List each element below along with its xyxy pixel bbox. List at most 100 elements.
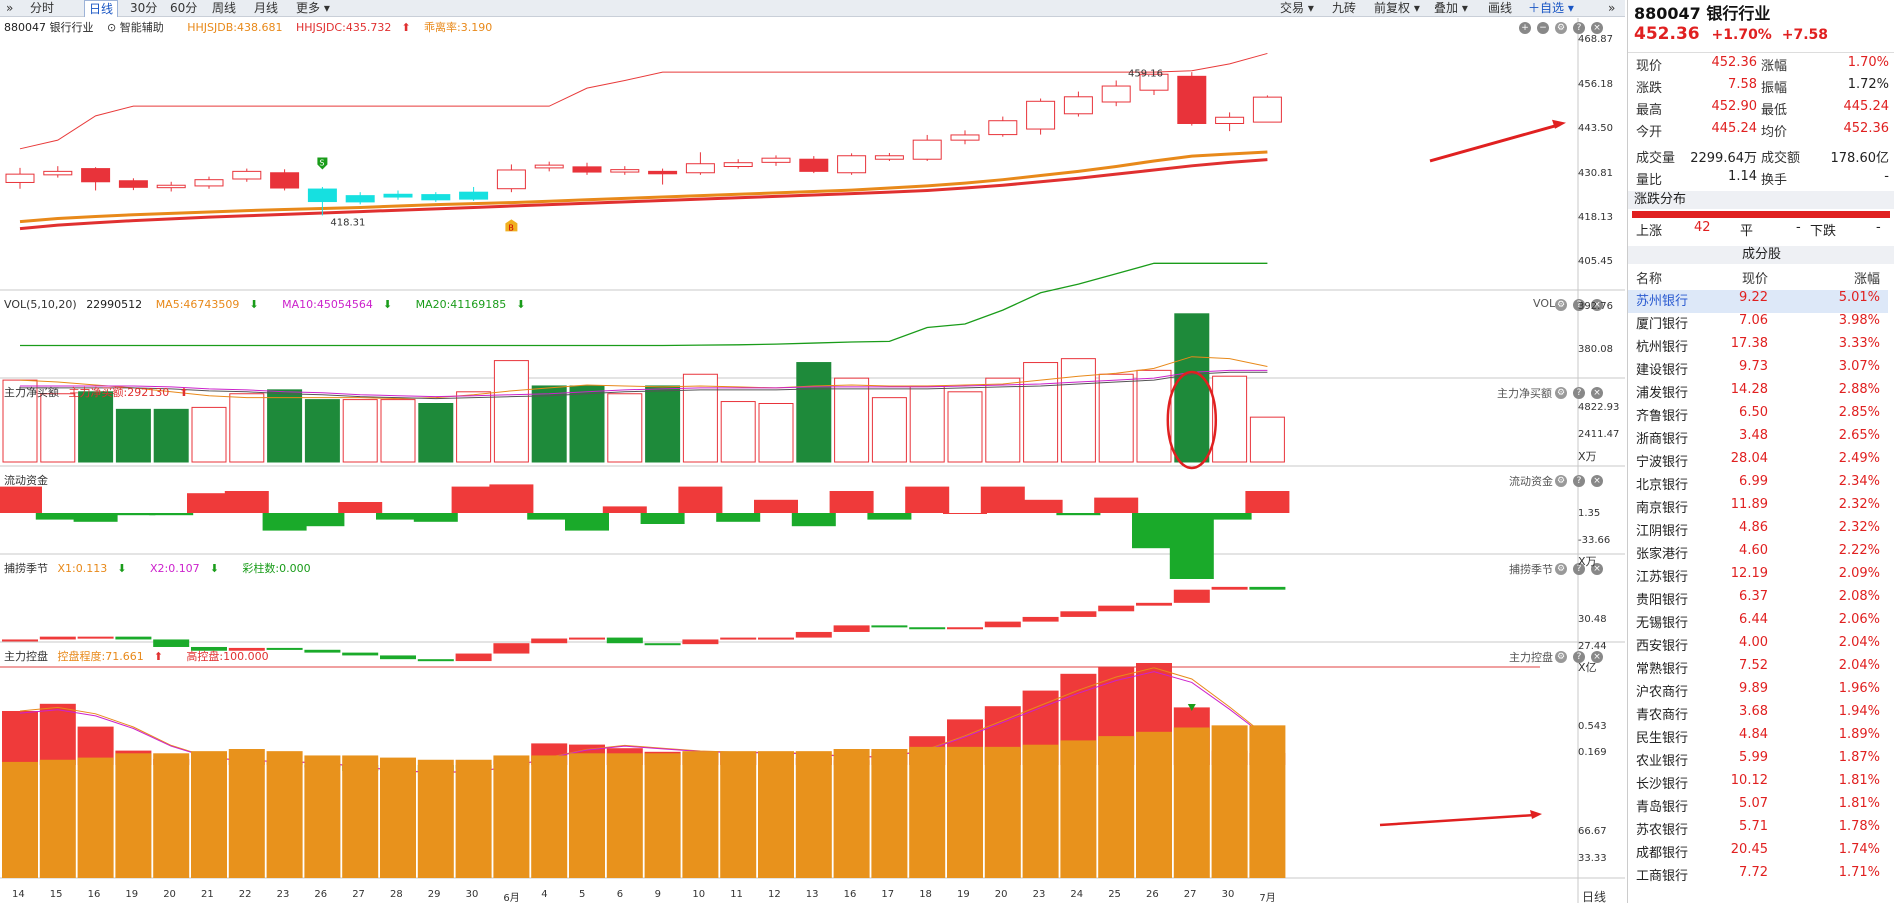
stock-row[interactable]: 江阴银行 4.86 2.32%	[1628, 520, 1888, 543]
stock-price: 9.22	[1739, 290, 1768, 305]
control-close-icon[interactable]: ×	[1591, 651, 1603, 663]
stock-row[interactable]: 农业银行 5.99 1.87%	[1628, 750, 1888, 773]
stock-row[interactable]: 厦门银行 7.06 3.98%	[1628, 313, 1888, 336]
quote-label: 成交额	[1761, 151, 1801, 166]
stock-row[interactable]: 长沙银行 10.12 1.81%	[1628, 773, 1888, 796]
tab-monthly[interactable]: 月线	[254, 1, 279, 15]
menu-adjust[interactable]: 前复权 ▾	[1374, 1, 1420, 15]
quote-label: 量比	[1636, 173, 1663, 188]
x-axis-label: 23	[1032, 889, 1046, 900]
stock-name: 江阴银行	[1636, 524, 1689, 539]
tab-more-label: 更多	[296, 1, 321, 15]
control-bar	[947, 746, 983, 878]
flow-help-icon[interactable]: ?	[1573, 475, 1585, 487]
tab-30min[interactable]: 30分	[130, 1, 158, 15]
stock-row[interactable]: 浙商银行 3.48 2.65%	[1628, 428, 1888, 451]
stock-row[interactable]: 沪农商行 9.89 1.96%	[1628, 681, 1888, 704]
stock-row[interactable]: 成都银行 20.45 1.74%	[1628, 842, 1888, 865]
menu-jiuzhuan[interactable]: 九砖	[1332, 1, 1357, 15]
volume-bar	[947, 391, 983, 463]
tab-weekly[interactable]: 周线	[212, 1, 237, 15]
menu-draw[interactable]: 画线	[1488, 1, 1513, 15]
stock-row[interactable]: 无锡银行 6.44 2.06%	[1628, 612, 1888, 635]
stock-row[interactable]: 贵阳银行 6.37 2.08%	[1628, 589, 1888, 612]
close-icon[interactable]: ×	[1591, 22, 1603, 34]
volume-bar	[380, 399, 416, 463]
catch-close-icon[interactable]: ×	[1591, 563, 1603, 575]
net-close-icon[interactable]: ×	[1591, 387, 1603, 399]
menu-trade[interactable]: 交易 ▾	[1280, 1, 1314, 15]
divider	[1628, 52, 1894, 53]
kline-chart[interactable]: 459.16 418.31 S B	[0, 0, 1625, 903]
net-axis-label: -33.66	[1578, 535, 1611, 546]
stock-row[interactable]: 民生银行 4.84 1.89%	[1628, 727, 1888, 750]
control-high: 高控盘:100.000	[186, 650, 269, 663]
x-axis-label: 17	[881, 889, 895, 900]
tab-more[interactable]: 更多 ▾	[296, 1, 330, 15]
col-price[interactable]: 现价	[1741, 272, 1768, 287]
stock-row[interactable]: 南京银行 11.89 2.32%	[1628, 497, 1888, 520]
collapse-icon[interactable]: »	[1608, 1, 1616, 15]
minus-panel-icon[interactable]: −	[1537, 22, 1549, 34]
control-bar	[909, 746, 946, 878]
flow-bar	[2, 639, 38, 642]
expand-icon[interactable]: »	[6, 1, 14, 15]
help-icon[interactable]: ?	[1573, 22, 1585, 34]
stock-row[interactable]: 建设银行 9.73 3.07%	[1628, 359, 1888, 382]
x-axis-label: 12	[768, 889, 781, 900]
smart-assist-toggle[interactable]: ⊙ 智能辅助	[107, 21, 164, 34]
net-settings-icon[interactable]: ⚙	[1555, 387, 1567, 399]
stock-row[interactable]: 浦发银行 14.28 2.88%	[1628, 382, 1888, 405]
x-axis-label: 20	[994, 889, 1008, 900]
stock-row[interactable]: 工商银行 7.72 1.71%	[1628, 865, 1888, 888]
stock-row[interactable]: 青岛银行 5.07 1.81%	[1628, 796, 1888, 819]
catch-help-icon[interactable]: ?	[1573, 563, 1585, 575]
candle-body	[610, 169, 640, 173]
stock-row[interactable]: 青农商行 3.68 1.94%	[1628, 704, 1888, 727]
stock-row[interactable]: 西安银行 4.00 2.04%	[1628, 635, 1888, 658]
col-change[interactable]: 涨幅	[1853, 272, 1880, 287]
tab-daily[interactable]: 日线	[84, 0, 119, 17]
stock-row[interactable]: 宁波银行 28.04 2.49%	[1628, 451, 1888, 474]
flow-bar	[833, 625, 870, 632]
catch-settings-icon[interactable]: ⚙	[1555, 563, 1567, 575]
flow-close-icon[interactable]: ×	[1591, 475, 1603, 487]
control-bar	[153, 753, 190, 878]
vol-settings-icon[interactable]: ⚙	[1555, 299, 1567, 311]
candle-body	[1252, 96, 1282, 123]
stock-change: 1.94%	[1838, 704, 1880, 719]
stock-change: 2.65%	[1838, 428, 1880, 443]
stock-row[interactable]: 江苏银行 12.19 2.09%	[1628, 566, 1888, 589]
vol-help-icon[interactable]: ?	[1573, 299, 1585, 311]
add-watchlist-button[interactable]: ＋自选 ▾	[1528, 1, 1574, 15]
stock-row[interactable]: 苏州银行 9.22 5.01%	[1628, 290, 1888, 313]
vol-ma20-line	[20, 371, 1268, 400]
net-help-icon[interactable]: ?	[1573, 387, 1585, 399]
stock-change: 1.78%	[1838, 819, 1880, 834]
stock-row[interactable]: 杭州银行 17.38 3.33%	[1628, 336, 1888, 359]
tab-minute[interactable]: 分时	[30, 1, 55, 15]
stock-row[interactable]: 北京银行 6.99 2.34%	[1628, 474, 1888, 497]
col-name[interactable]: 名称	[1636, 272, 1663, 287]
flow-settings-icon[interactable]: ⚙	[1555, 475, 1567, 487]
tab-60min[interactable]: 60分	[170, 1, 198, 15]
candle-body	[345, 195, 375, 203]
volume-bar	[758, 403, 794, 463]
quote-panel: 880047 银行行业 452.36 +1.70% +7.58 现价 452.3…	[1627, 0, 1894, 903]
stock-row[interactable]: 苏农银行 5.71 1.78%	[1628, 819, 1888, 842]
control-settings-icon[interactable]: ⚙	[1555, 651, 1567, 663]
vol-close-icon[interactable]: ×	[1591, 299, 1603, 311]
control-help-icon[interactable]: ?	[1573, 651, 1585, 663]
settings-icon[interactable]: ⚙	[1555, 22, 1567, 34]
volume-bar	[418, 403, 454, 463]
vol-ma5-value: MA5:46743509	[155, 298, 240, 311]
stock-row[interactable]: 常熟银行 7.52 2.04%	[1628, 658, 1888, 681]
menu-overlay[interactable]: 叠加 ▾	[1434, 1, 1468, 15]
stock-name: 青农商行	[1636, 708, 1689, 723]
stock-row[interactable]: 齐鲁银行 6.50 2.85%	[1628, 405, 1888, 428]
volume-bar	[229, 393, 265, 463]
net-buy-bar	[73, 513, 118, 522]
stock-row[interactable]: 张家港行 4.60 2.22%	[1628, 543, 1888, 566]
candle-body	[1177, 75, 1207, 124]
add-panel-icon[interactable]: +	[1519, 22, 1531, 34]
